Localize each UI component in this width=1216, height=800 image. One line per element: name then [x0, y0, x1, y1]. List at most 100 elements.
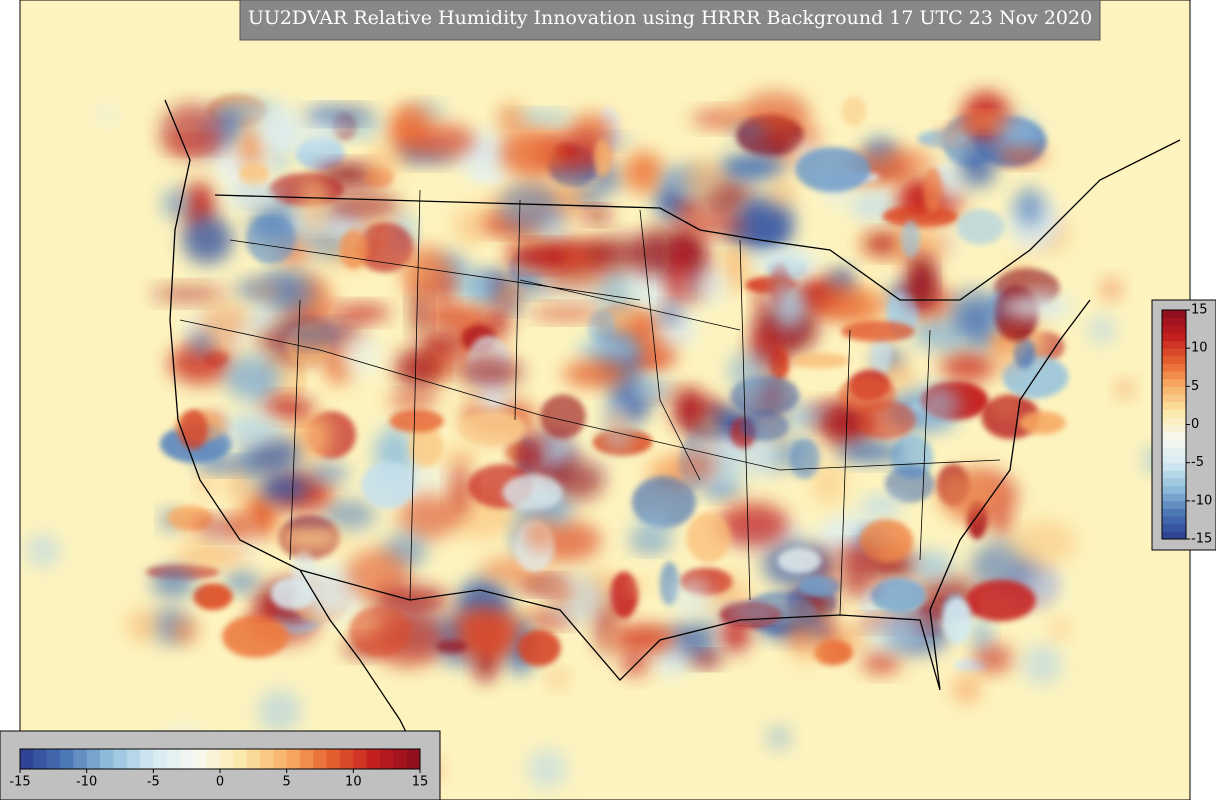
- field-blob: [330, 304, 392, 322]
- colorbar-step: [1162, 424, 1186, 433]
- colorbar-tick-label: -5: [147, 775, 160, 790]
- colorbar-step: [1162, 493, 1186, 502]
- colorbar-step: [206, 749, 221, 769]
- field-blob: [258, 474, 310, 502]
- field-blob: [638, 226, 672, 279]
- colorbar-tick-label: -15: [9, 775, 30, 790]
- field-blob: [270, 577, 315, 611]
- field-blob: [496, 282, 519, 305]
- field-blob: [456, 356, 523, 387]
- field-blob: [182, 215, 233, 264]
- field-blob: [923, 167, 942, 213]
- colorbar-tick-label: -15: [1191, 532, 1212, 547]
- field-blob: [861, 653, 902, 674]
- field-blob: [223, 571, 260, 593]
- colorbar-step: [1162, 378, 1186, 387]
- colorbar-step: [260, 749, 274, 769]
- field-blob: [952, 674, 981, 704]
- colorbar-step: [1162, 416, 1186, 425]
- field-blob: [224, 470, 254, 500]
- colorbar-tick-label: 10: [1191, 341, 1208, 356]
- field-blob: [1018, 411, 1066, 435]
- field-blob: [837, 441, 902, 463]
- colorbar-step: [1162, 409, 1186, 418]
- field-blob: [517, 629, 561, 667]
- colorbar-step: [380, 749, 394, 769]
- field-blob: [991, 508, 1012, 537]
- field-blob: [772, 284, 807, 330]
- field-blob: [175, 543, 250, 567]
- field-blob: [581, 208, 613, 222]
- field-blob: [820, 282, 862, 324]
- field-blob: [25, 533, 61, 569]
- south-east-coast: [299, 299, 1091, 691]
- field-blob: [909, 551, 954, 581]
- colorbar-tick-label: -5: [1191, 455, 1204, 470]
- field-blob: [613, 624, 676, 653]
- field-blob: [1021, 644, 1063, 685]
- colorbar-step: [33, 749, 48, 769]
- field-blob: [542, 578, 573, 609]
- colorbar-tick-label: 0: [1191, 417, 1199, 432]
- colorbar-vertical: 15 10 5 0 -5 -10 -15: [1161, 303, 1212, 547]
- colorbar-step: [1162, 325, 1186, 334]
- colorbar-step: [86, 749, 101, 769]
- field-blob: [469, 169, 505, 184]
- colorbar-tick-label: 15: [1191, 303, 1208, 318]
- field-blob: [1051, 620, 1069, 639]
- colorbar-step: [233, 749, 248, 769]
- colorbar-step: [1162, 348, 1186, 357]
- field-blob: [171, 617, 198, 645]
- field-blob: [574, 189, 606, 204]
- field-blob: [356, 222, 414, 273]
- field-blob: [610, 571, 639, 619]
- field-blob: [692, 653, 723, 666]
- map-title: UU2DVAR Relative Humidity Innovation usi…: [248, 7, 1092, 29]
- field-blob: [789, 438, 820, 479]
- colorbar-step: [60, 749, 74, 769]
- colorbar-step: [100, 749, 114, 769]
- field-blob: [246, 435, 301, 475]
- field-blob: [791, 352, 850, 369]
- title-box: [239, 0, 1101, 41]
- field-blob: [304, 107, 376, 122]
- colorbar-step: [193, 749, 208, 769]
- colorbar-tick-label: -10: [1191, 493, 1212, 508]
- field-blob: [856, 400, 917, 440]
- field-blob: [960, 146, 997, 188]
- field-blob: [434, 273, 454, 312]
- field-blob: [339, 229, 369, 270]
- field-blob: [275, 528, 347, 549]
- colorbar-step: [300, 749, 314, 769]
- colorbar-step: [340, 749, 354, 769]
- field-blob: [882, 204, 959, 228]
- field-blob: [995, 115, 1041, 147]
- field-blob: [688, 264, 729, 305]
- field-blob: [151, 285, 226, 302]
- colorbar-step: [1162, 531, 1186, 540]
- field-blob: [387, 393, 439, 409]
- field-blob: [258, 104, 303, 152]
- field-blob: [675, 448, 718, 483]
- field-blob: [965, 579, 1036, 622]
- colorbar-step: [1162, 432, 1186, 441]
- field-blob: [915, 383, 960, 428]
- field-blob: [436, 639, 467, 654]
- colorbar-step: [73, 749, 88, 769]
- field-blob: [810, 460, 848, 506]
- colorbar-step: [1162, 363, 1186, 372]
- field-blob: [718, 153, 785, 181]
- colorbar-horizontal: -15 -10 -5 0 5 10 15: [9, 748, 428, 790]
- field-blob: [632, 510, 673, 551]
- colorbar-step: [180, 749, 194, 769]
- field-blob: [1013, 337, 1036, 369]
- field-blob: [411, 286, 428, 339]
- colorbar-step: [220, 749, 234, 769]
- field-blob: [540, 394, 586, 439]
- field-blob: [242, 308, 278, 329]
- field-blob: [307, 464, 350, 483]
- field-blob: [409, 425, 444, 468]
- colorbar-step: [113, 749, 128, 769]
- field-blob: [841, 320, 915, 342]
